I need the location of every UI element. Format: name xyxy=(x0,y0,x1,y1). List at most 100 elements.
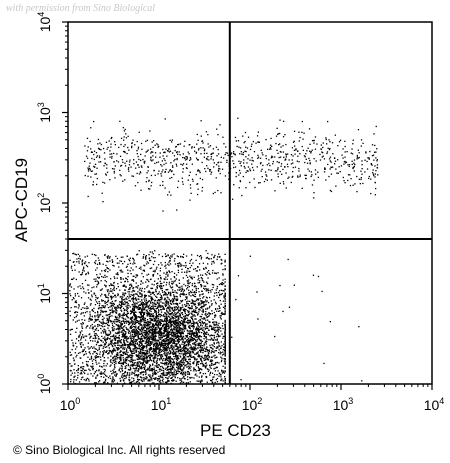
event-dot-lower-left xyxy=(157,324,159,326)
event-dot-upper xyxy=(219,124,221,126)
event-dot-lower-left xyxy=(177,377,179,379)
event-dot-lower-left xyxy=(133,312,135,314)
event-dot-upper xyxy=(242,153,244,156)
event-dot-lower-left xyxy=(218,310,220,312)
event-dot-lower-left xyxy=(172,366,175,369)
event-dot-lower-left xyxy=(159,368,161,370)
event-dot-lower-left xyxy=(204,328,206,330)
event-dot-lower-left xyxy=(74,253,76,255)
event-dot-lower-left xyxy=(108,257,111,259)
event-dot-lower-left xyxy=(113,329,115,332)
event-dot-lower-left xyxy=(224,335,226,337)
event-dot-lower-left xyxy=(168,338,170,340)
event-dot-upper xyxy=(292,175,294,178)
event-dot-lower-left xyxy=(219,294,221,296)
event-dot-lower-left xyxy=(81,271,84,273)
event-dot-lower-left xyxy=(184,373,186,375)
event-dot-lower-left xyxy=(194,291,196,293)
event-dot-lower-left xyxy=(171,332,173,334)
event-dot-lower-left xyxy=(147,333,149,335)
event-dot-lower-left xyxy=(125,292,127,295)
event-dot-lower-left xyxy=(132,310,134,312)
event-dot-upper xyxy=(376,148,378,150)
event-dot-lower-left xyxy=(202,311,204,313)
event-dot-lower-left xyxy=(184,327,187,329)
event-dot-lower-left xyxy=(152,274,154,276)
event-dot-lower-left xyxy=(107,327,109,329)
event-dot-lower-left xyxy=(180,378,182,380)
event-dot-upper xyxy=(267,148,269,150)
event-dot-lower-left xyxy=(83,303,85,305)
event-dot-lower-left xyxy=(106,319,108,322)
event-dot-lower-left xyxy=(214,254,216,257)
event-dot-lower-left xyxy=(95,260,97,262)
event-dot-upper xyxy=(277,176,279,178)
event-dot-lower-left xyxy=(98,262,101,264)
event-dot-lower-left xyxy=(170,372,172,374)
event-dot-lower-left xyxy=(111,380,113,382)
event-dot-upper xyxy=(250,145,253,147)
event-dot-lower-left xyxy=(71,372,73,374)
event-dot-lower-left xyxy=(157,317,160,319)
event-dot-lower-left xyxy=(80,308,82,310)
event-dot-lower-left xyxy=(70,354,73,356)
event-dot-lower-left xyxy=(180,332,183,334)
event-dot-lower-left xyxy=(205,311,207,313)
event-dot-upper xyxy=(368,175,370,178)
event-dot-lower-left xyxy=(195,345,197,347)
event-dot-lower-left xyxy=(119,371,122,373)
event-dot-upper xyxy=(284,134,286,136)
event-dot-lower-left xyxy=(88,368,90,370)
event-dot-lower-left xyxy=(213,321,215,323)
event-dot-upper xyxy=(140,142,143,145)
event-dot-lower-left xyxy=(113,289,116,291)
event-dot-upper xyxy=(140,165,143,167)
event-dot-lower-left xyxy=(217,272,219,274)
event-dot-lower-left xyxy=(174,263,177,265)
event-dot-lower-left xyxy=(135,297,137,299)
event-dot-lower-left xyxy=(155,290,157,292)
event-dot-lower-left xyxy=(180,333,182,335)
event-dot-lower-left xyxy=(217,291,220,294)
event-dot-upper xyxy=(349,184,352,187)
event-dot-lower-left xyxy=(167,312,170,314)
event-dot-lower-left xyxy=(133,352,136,354)
event-dot-lower-left xyxy=(148,340,150,343)
event-dot-upper xyxy=(253,151,256,153)
event-dot-lower-left xyxy=(143,358,145,360)
event-dot-lower-left xyxy=(149,370,151,372)
event-dot-upper xyxy=(277,168,279,170)
event-dot-lower-left xyxy=(128,293,130,295)
event-dot-lower-left xyxy=(194,300,196,303)
event-dot-upper xyxy=(148,180,150,182)
event-dot-lower-left xyxy=(126,328,128,330)
event-dot-lower-left xyxy=(186,348,188,350)
event-dot-upper xyxy=(171,141,173,143)
event-dot-lower-left xyxy=(170,368,172,370)
event-dot-upper xyxy=(326,152,328,155)
event-dot-lower-left xyxy=(115,362,117,365)
event-dot-lower-left xyxy=(162,359,164,361)
event-dot-lower-left xyxy=(121,305,123,308)
event-dot-lower-left xyxy=(125,309,127,312)
event-dot-lower-left xyxy=(114,300,116,302)
event-dot-lower-left xyxy=(180,336,182,338)
event-dot-lower-left xyxy=(217,331,220,333)
event-dot-lower-left xyxy=(118,324,120,326)
event-dot-lower-left xyxy=(143,359,145,361)
event-dot-lower-left xyxy=(131,334,134,336)
event-dot-lower-left xyxy=(165,267,167,269)
event-dot-lower-left xyxy=(155,339,157,341)
event-dot-lower-left xyxy=(189,260,191,262)
event-dot-lower-left xyxy=(183,367,185,370)
event-dot-lower-left xyxy=(108,317,110,319)
event-dot-lower-left xyxy=(75,306,77,308)
event-dot-lower-left xyxy=(189,262,191,264)
event-dot-upper xyxy=(310,171,312,173)
event-dot-lower-left xyxy=(150,378,152,380)
event-dot-lower-left xyxy=(77,307,80,309)
event-dot-upper xyxy=(106,148,108,150)
event-dot-lower-left xyxy=(162,291,164,293)
event-dot-lower-left xyxy=(197,304,200,306)
